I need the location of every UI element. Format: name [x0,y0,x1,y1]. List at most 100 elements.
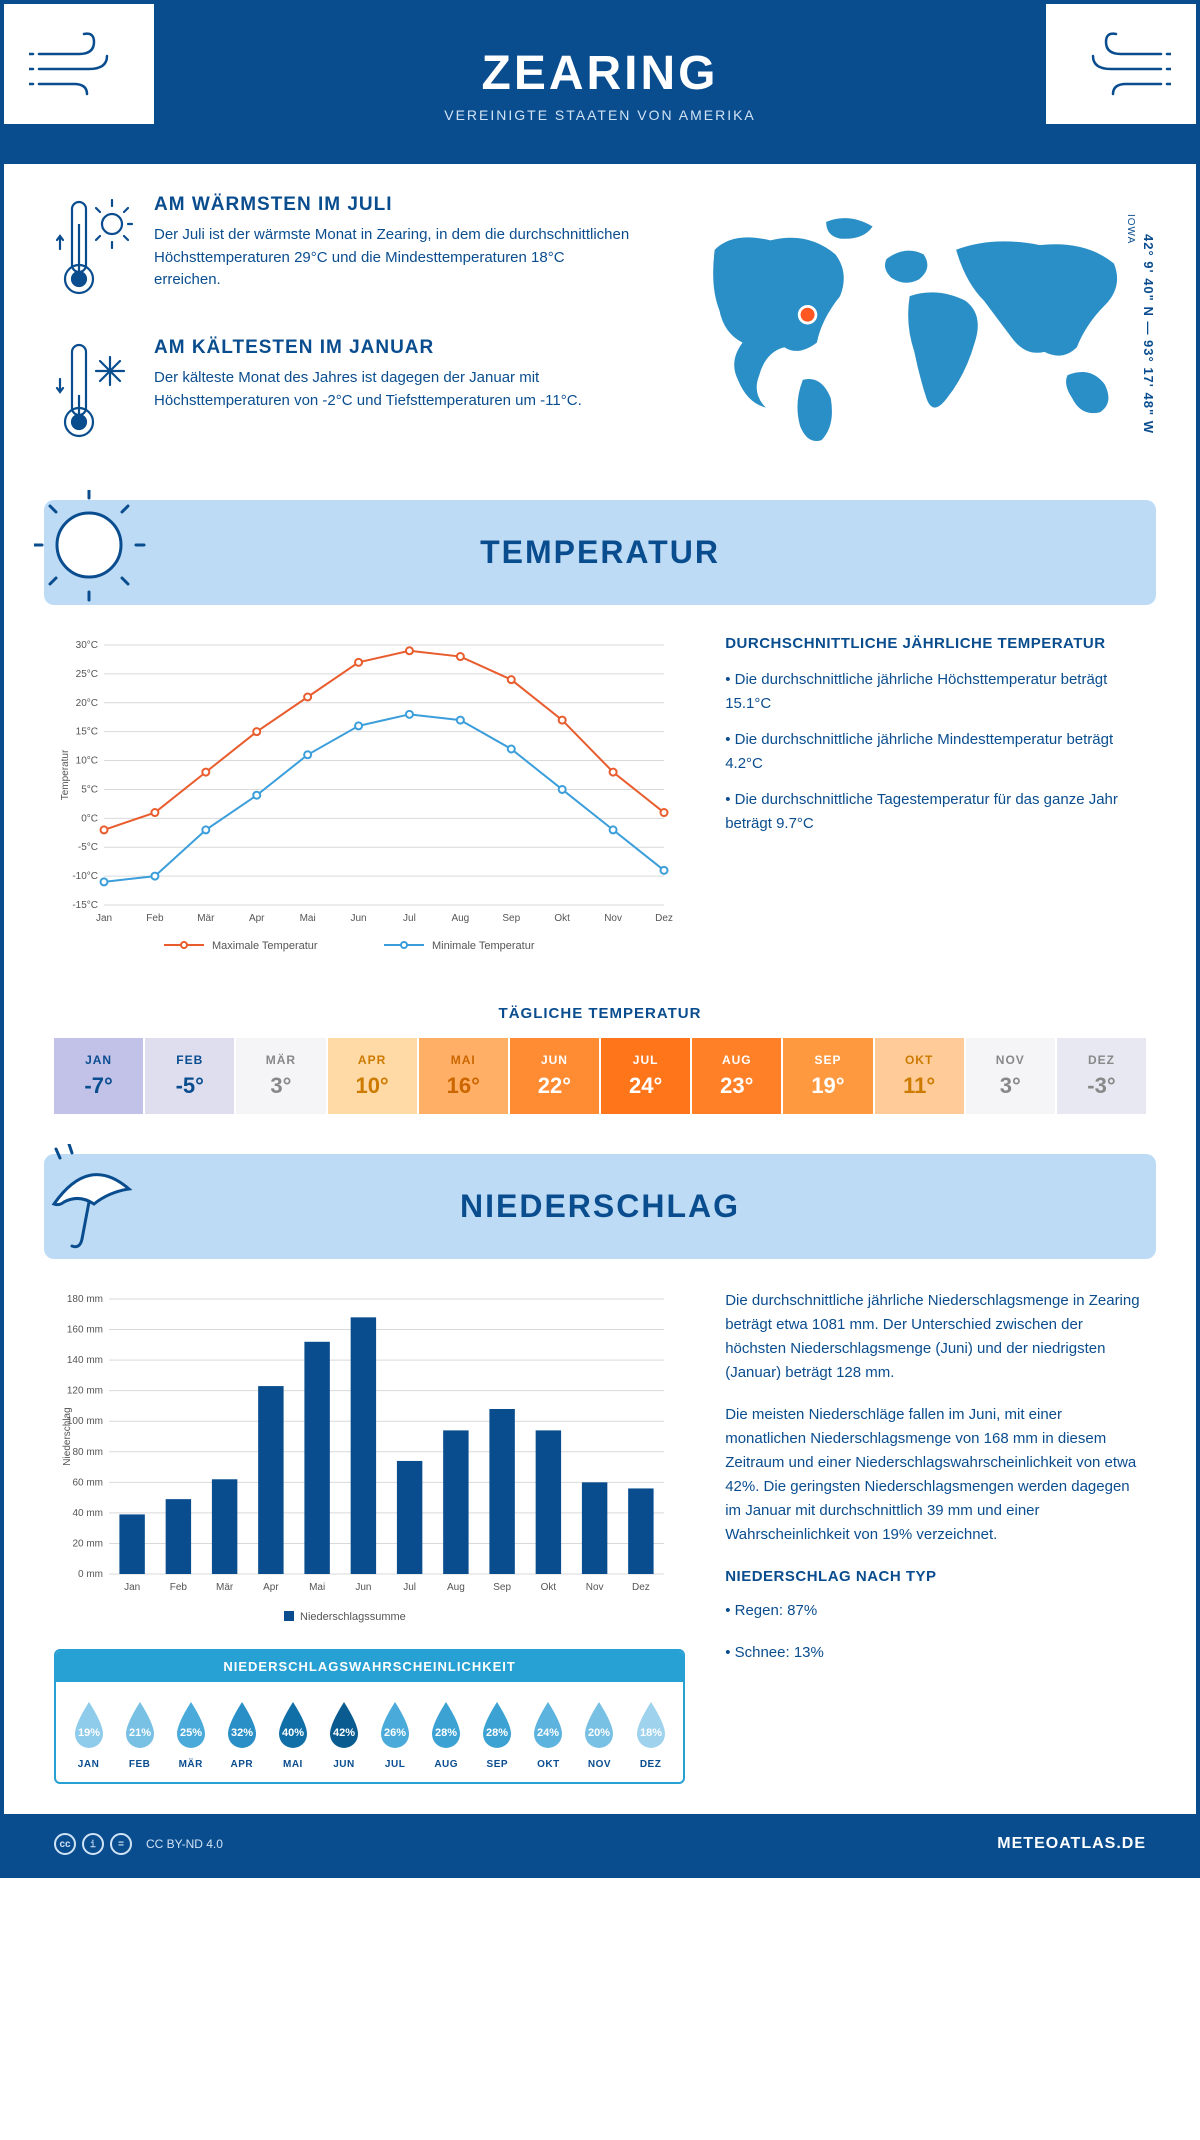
daily-temperature-row: JAN-7°FEB-5°MÄR3°APR10°MAI16°JUN22°JUL24… [54,1038,1146,1114]
svg-text:Jul: Jul [403,913,416,924]
daily-temp-cell: MÄR3° [236,1038,327,1114]
location-coords: 42° 9' 40" N — 93° 17' 48" W [1141,234,1156,434]
svg-text:Sep: Sep [493,1582,511,1593]
svg-text:Niederschlag: Niederschlag [62,1407,73,1465]
svg-text:0°C: 0°C [81,813,98,824]
svg-text:60 mm: 60 mm [72,1477,103,1488]
svg-text:15°C: 15°C [76,727,98,738]
svg-text:Mär: Mär [216,1582,234,1593]
world-map [673,194,1146,454]
temperature-section-header: TEMPERATUR [44,500,1156,605]
svg-text:140 mm: 140 mm [67,1355,103,1366]
svg-text:180 mm: 180 mm [67,1294,103,1305]
svg-text:Apr: Apr [249,913,265,924]
svg-text:19%: 19% [78,1727,100,1739]
svg-text:20°C: 20°C [76,698,98,709]
svg-text:Mai: Mai [309,1582,325,1593]
svg-text:-15°C: -15°C [72,900,98,911]
page-subtitle: VEREINIGTE STAATEN VON AMERIKA [444,107,756,123]
svg-text:Dez: Dez [632,1582,650,1593]
avg-bullet: • Die durchschnittliche Tagestemperatur … [725,788,1146,836]
svg-text:-5°C: -5°C [78,842,98,853]
svg-text:Maximale Temperatur: Maximale Temperatur [212,940,318,952]
svg-text:Niederschlagssumme: Niederschlagssumme [300,1611,406,1623]
svg-text:21%: 21% [129,1727,151,1739]
daily-temp-title: TÄGLICHE TEMPERATUR [4,1005,1196,1022]
daily-temp-cell: NOV3° [966,1038,1057,1114]
location-state: IOWA [1125,214,1136,244]
probability-drop: 25%MÄR [166,1700,215,1770]
daily-temp-cell: JUN22° [510,1038,601,1114]
daily-temp-cell: APR10° [328,1038,419,1114]
daily-temp-cell: OKT11° [875,1038,966,1114]
fact-cold-text: Der kälteste Monat des Jahres ist dagege… [154,367,633,412]
daily-temp-cell: SEP19° [783,1038,874,1114]
svg-text:25°C: 25°C [76,669,98,680]
probability-drop: 28%SEP [473,1700,522,1770]
svg-text:Okt: Okt [554,913,570,924]
svg-text:Sep: Sep [502,913,520,924]
svg-text:Jul: Jul [403,1582,416,1593]
svg-text:Okt: Okt [541,1582,557,1593]
svg-text:20%: 20% [588,1727,610,1739]
svg-text:30°C: 30°C [76,640,98,651]
avg-bullet: • Die durchschnittliche jährliche Mindes… [725,728,1146,776]
fact-warmest: AM WÄRMSTEN IM JULI Der Juli ist der wär… [54,194,633,309]
thermometer-snow-icon [54,337,134,452]
probability-drop: 26%JUL [371,1700,420,1770]
precip-text: Die meisten Niederschläge fallen im Juni… [725,1403,1146,1547]
header: ZEARING VEREINIGTE STAATEN VON AMERIKA [4,4,1196,164]
svg-text:10°C: 10°C [76,756,98,767]
svg-text:Jun: Jun [350,913,366,924]
page-title: ZEARING [444,46,756,101]
svg-text:Aug: Aug [451,913,469,924]
probability-drop: 32%APR [217,1700,266,1770]
svg-text:Aug: Aug [447,1582,465,1593]
svg-text:120 mm: 120 mm [67,1386,103,1397]
fact-warm-title: AM WÄRMSTEN IM JULI [154,194,633,216]
svg-text:80 mm: 80 mm [72,1447,103,1458]
svg-text:Minimale Temperatur: Minimale Temperatur [432,940,535,952]
daily-temp-cell: FEB-5° [145,1038,236,1114]
precipitation-probability-box: NIEDERSCHLAGSWAHRSCHEINLICHKEIT 19%JAN21… [54,1649,685,1784]
temperature-title: TEMPERATUR [480,534,720,571]
daily-temp-cell: MAI16° [419,1038,510,1114]
svg-text:40 mm: 40 mm [72,1508,103,1519]
svg-text:20 mm: 20 mm [72,1538,103,1549]
svg-text:28%: 28% [486,1727,508,1739]
daily-temp-cell: DEZ-3° [1057,1038,1146,1114]
svg-text:Jan: Jan [96,913,112,924]
svg-text:42%: 42% [333,1727,355,1739]
svg-text:Apr: Apr [263,1582,279,1593]
probability-drop: 28%AUG [422,1700,471,1770]
cc-license-icons: cc𝚒= [54,1833,132,1855]
svg-text:Jan: Jan [124,1582,140,1593]
temperature-line-chart: -15°C-10°C-5°C0°C5°C10°C15°C20°C25°C30°C… [54,635,674,965]
sun-icon [34,490,164,625]
probability-drop: 24%OKT [524,1700,573,1770]
svg-text:Dez: Dez [655,913,673,924]
thermometer-sun-icon [54,194,134,309]
probability-drop: 18%DEZ [626,1700,675,1770]
avg-temp-title: DURCHSCHNITTLICHE JÄHRLICHE TEMPERATUR [725,635,1146,652]
precip-text: Die durchschnittliche jährliche Niedersc… [725,1289,1146,1385]
probability-drop: 19%JAN [64,1700,113,1770]
precipitation-bar-chart: 0 mm20 mm40 mm60 mm80 mm100 mm120 mm140 … [54,1289,674,1629]
umbrella-icon [34,1144,154,1269]
precip-bytype: • Schnee: 13% [725,1641,1146,1665]
svg-text:Mär: Mär [197,913,215,924]
footer: cc𝚒= CC BY-ND 4.0 METEOATLAS.DE [4,1814,1196,1874]
precipitation-section-header: NIEDERSCHLAG [44,1154,1156,1259]
precip-bytype-title: NIEDERSCHLAG NACH TYP [725,1565,1146,1589]
svg-text:Nov: Nov [586,1582,604,1593]
probability-drop: 20%NOV [575,1700,624,1770]
svg-text:26%: 26% [384,1727,406,1739]
probability-drop: 42%JUN [319,1700,368,1770]
svg-text:28%: 28% [435,1727,457,1739]
probability-drop: 40%MAI [268,1700,317,1770]
svg-text:Feb: Feb [170,1582,188,1593]
svg-text:Mai: Mai [300,913,316,924]
svg-text:0 mm: 0 mm [78,1569,103,1580]
svg-text:Nov: Nov [604,913,622,924]
svg-text:-10°C: -10°C [72,871,98,882]
